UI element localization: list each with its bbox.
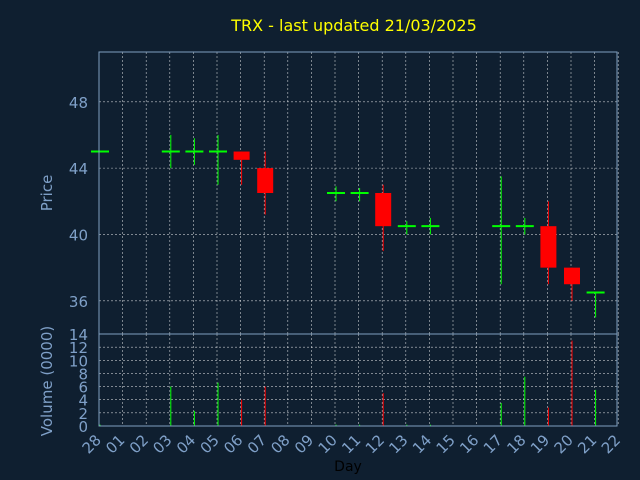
price-axis-label: Price <box>38 175 56 212</box>
volume-bars <box>99 340 597 426</box>
price-tick-label: 44 <box>69 160 88 178</box>
volume-tick-label: 0 <box>78 418 88 436</box>
price-tick-labels: 36 40 44 48 <box>69 94 88 311</box>
price-tick-label: 40 <box>69 226 88 244</box>
x-tick-labels: 2801020304050607080910111213141516171819… <box>79 431 624 457</box>
price-tick-label: 48 <box>69 94 88 112</box>
chart-title: TRX - last updated 21/03/2025 <box>230 16 477 35</box>
volume-tick-label: 6 <box>78 379 88 397</box>
volume-tick-label: 4 <box>78 392 88 410</box>
candle-body <box>257 168 274 193</box>
x-axis-label: Day <box>334 459 362 475</box>
volume-axis-label: Volume (0000) <box>38 326 56 436</box>
volume-panel-frame <box>98 333 618 427</box>
candle-body <box>233 151 250 160</box>
volume-tick-label: 8 <box>78 365 88 383</box>
candle-body <box>375 193 392 227</box>
volume-tick-label: 12 <box>69 339 88 357</box>
volume-tick-label: 14 <box>69 326 88 344</box>
volume-tick-label: 2 <box>78 405 88 423</box>
candle-body <box>564 267 580 285</box>
price-tick-label: 36 <box>69 293 88 311</box>
candle-body <box>540 226 557 268</box>
candles <box>91 134 605 318</box>
volume-tick-label: 10 <box>69 352 88 370</box>
x-grid <box>122 52 619 426</box>
